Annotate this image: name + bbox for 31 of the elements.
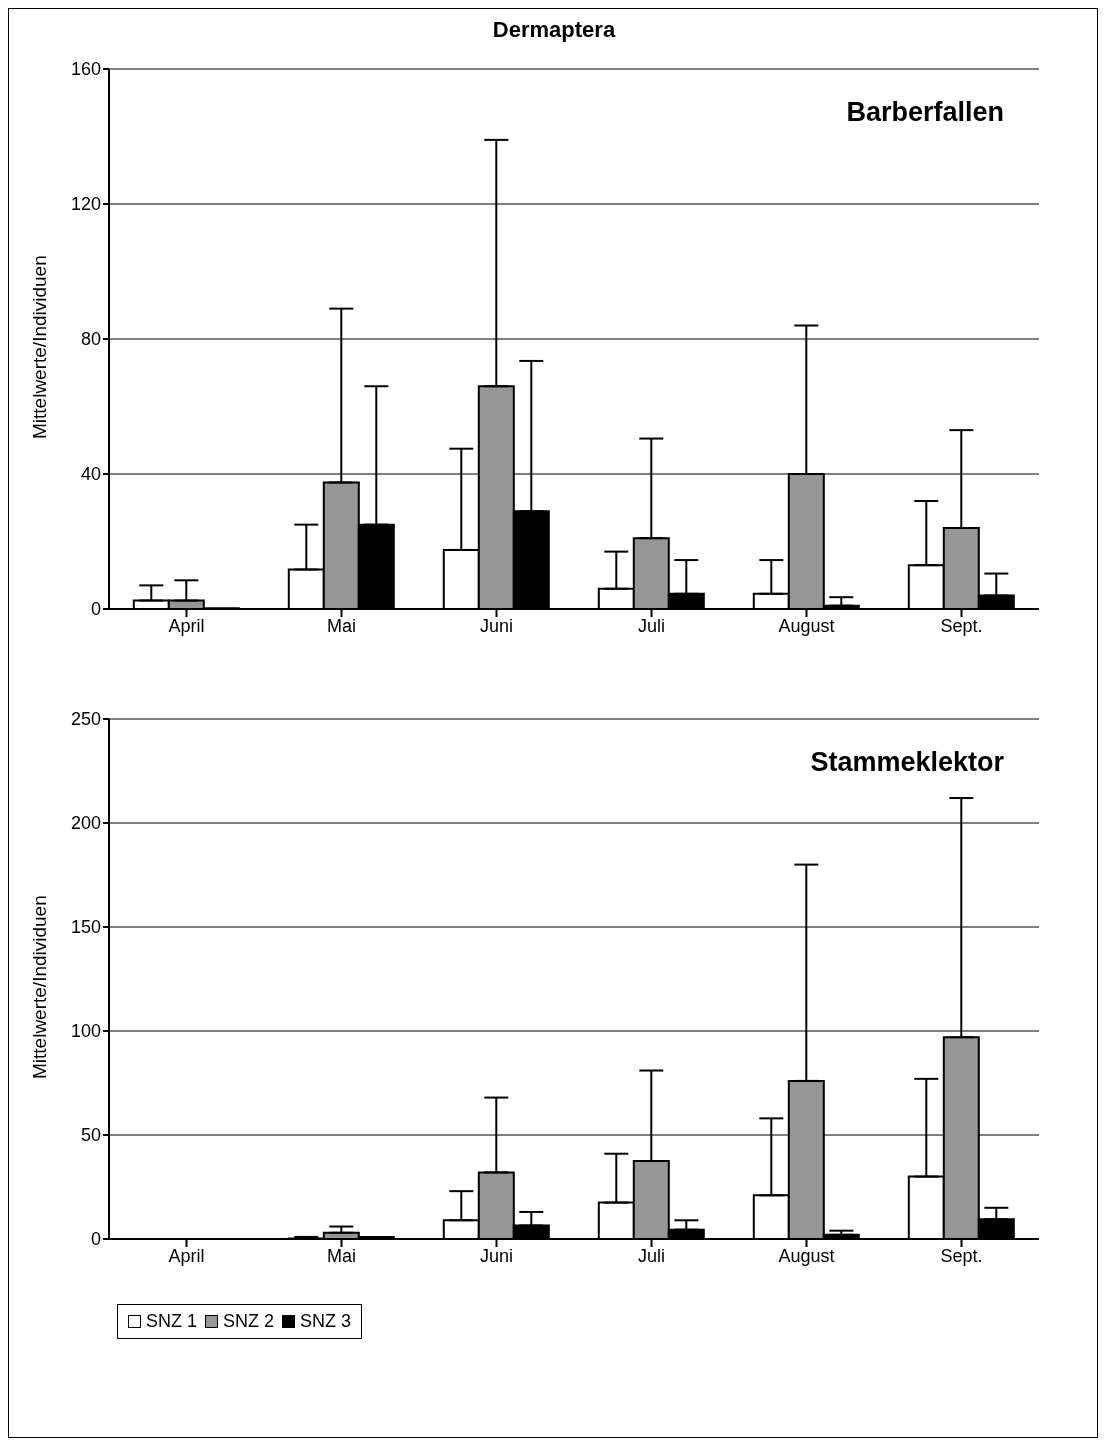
annotation: Barberfallen bbox=[846, 97, 1004, 128]
legend-label: SNZ 1 bbox=[146, 1311, 198, 1332]
x-tick-label: Sept. bbox=[940, 1245, 983, 1266]
legend-label: SNZ 3 bbox=[300, 1311, 352, 1332]
y-tick-label: 40 bbox=[80, 464, 101, 485]
y-tick-label: 0 bbox=[90, 599, 101, 620]
x-tick-label: April bbox=[168, 615, 205, 636]
y-tick-label: 250 bbox=[70, 709, 101, 730]
x-tick-label: Mai bbox=[326, 615, 357, 636]
x-tick-label: Sept. bbox=[940, 615, 983, 636]
x-tick-label: Juni bbox=[479, 615, 514, 636]
x-tick-label: Juli bbox=[637, 1245, 666, 1266]
x-tick-label: August bbox=[778, 1245, 835, 1266]
y-tick-label: 50 bbox=[80, 1125, 101, 1146]
y-tick-label: 120 bbox=[70, 194, 101, 215]
chart-title: Dermaptera bbox=[491, 17, 617, 43]
x-tick-label: Mai bbox=[326, 1245, 357, 1266]
y-tick-label: 150 bbox=[70, 917, 101, 938]
y-axis-title: Mittelwerte/Individuen bbox=[28, 255, 50, 439]
legend-label: SNZ 2 bbox=[223, 1311, 275, 1332]
annotation: Stammeklektor bbox=[810, 747, 1004, 778]
y-tick-label: 0 bbox=[90, 1229, 101, 1250]
y-tick-label: 100 bbox=[70, 1021, 101, 1042]
y-axis-title: Mittelwerte/Individuen bbox=[28, 895, 50, 1079]
y-tick-label: 200 bbox=[70, 813, 101, 834]
x-tick-label: April bbox=[168, 1245, 205, 1266]
y-tick-label: 80 bbox=[80, 329, 101, 350]
x-tick-label: Juli bbox=[637, 615, 666, 636]
x-tick-label: August bbox=[778, 615, 835, 636]
y-tick-label: 160 bbox=[70, 59, 101, 80]
x-tick-label: Juni bbox=[479, 1245, 514, 1266]
